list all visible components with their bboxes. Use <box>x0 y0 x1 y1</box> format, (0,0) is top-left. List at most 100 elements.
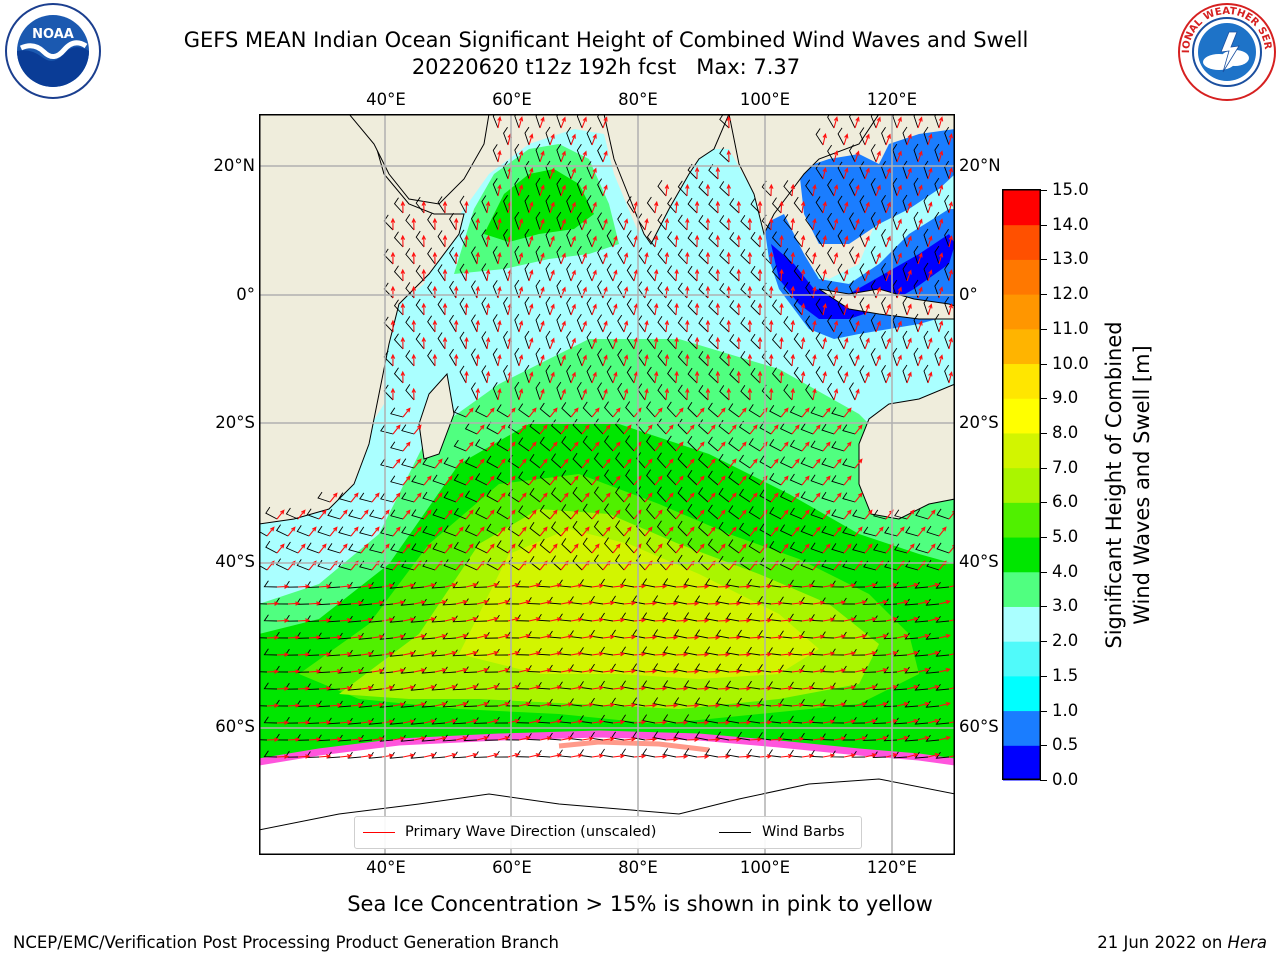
wave-direction-arrow <box>801 543 810 554</box>
wave-direction-arrow <box>623 492 632 503</box>
wave-direction-arrow <box>560 184 566 197</box>
wave-direction-arrow <box>728 737 742 742</box>
wave-direction-arrow <box>528 685 541 690</box>
wave-direction-arrow <box>442 268 448 282</box>
wind-barb <box>934 177 940 197</box>
wave-direction-arrow <box>297 686 311 691</box>
wave-direction-arrow <box>685 285 690 299</box>
wave-direction-arrow <box>822 509 831 520</box>
wind-barb <box>892 347 898 367</box>
wave-direction-arrow <box>623 458 632 469</box>
wave-direction-arrow <box>444 509 453 520</box>
wave-direction-arrow <box>875 526 884 537</box>
wave-direction-arrow <box>411 217 417 231</box>
wave-direction-arrow <box>497 115 502 129</box>
wave-direction-arrow <box>581 492 590 503</box>
wave-direction-arrow <box>350 526 359 537</box>
wind-barb <box>626 230 635 248</box>
colorbar-label-line2: Wind Waves and Swell [m] <box>1130 345 1154 625</box>
wave-direction-arrow <box>917 735 930 741</box>
wind-barb <box>789 541 803 554</box>
wave-direction-arrow <box>390 251 396 265</box>
wind-barb <box>400 598 415 606</box>
wind-barb <box>260 671 268 673</box>
wave-direction-arrow <box>570 543 579 554</box>
wave-direction-arrow <box>612 617 626 623</box>
wave-direction-arrow <box>705 353 711 367</box>
wave-direction-arrow <box>413 634 426 639</box>
wind-barb <box>842 424 856 435</box>
wave-direction-arrow <box>801 753 815 759</box>
wave-direction-arrow <box>948 585 954 588</box>
wave-direction-arrow <box>843 371 849 384</box>
wave-direction-arrow <box>833 458 842 469</box>
wind-barb <box>883 598 898 606</box>
wind-barb <box>759 421 772 435</box>
wave-direction-arrow <box>442 336 448 350</box>
wave-direction-arrow <box>948 269 953 282</box>
wave-direction-arrow <box>833 252 839 265</box>
wave-direction-arrow <box>757 268 763 282</box>
wave-direction-arrow <box>801 719 815 725</box>
wind-barb <box>572 418 583 435</box>
wind-barb <box>905 526 919 537</box>
wind-barb <box>902 330 908 350</box>
wind-barb <box>662 680 677 690</box>
wind-barb <box>704 748 719 758</box>
wind-barb <box>572 554 583 571</box>
wave-direction-arrow <box>400 268 406 282</box>
wind-barb <box>442 666 457 674</box>
wave-direction-arrow <box>602 458 611 469</box>
wind-barb <box>422 491 436 503</box>
wave-direction-arrow <box>917 218 923 231</box>
wave-direction-arrow <box>715 200 721 214</box>
wave-direction-arrow <box>833 116 839 129</box>
wind-barb <box>265 506 278 520</box>
wind-barb <box>718 453 730 469</box>
wind-barb <box>881 296 887 316</box>
wave-direction-arrow <box>591 719 605 725</box>
wind-barb <box>687 436 698 452</box>
wave-direction-arrow <box>917 599 930 605</box>
wind-barb <box>285 507 299 520</box>
wind-barb <box>748 472 761 486</box>
wave-direction-arrow <box>464 370 469 384</box>
wave-direction-arrow <box>539 458 548 469</box>
wind-barb <box>873 509 887 520</box>
wind-barb <box>783 350 793 367</box>
wave-direction-arrow <box>780 753 794 759</box>
wave-direction-arrow <box>675 509 684 520</box>
wind-barb <box>556 177 562 197</box>
nws-logo: NATIONAL WEATHER SERVICE <box>1177 2 1276 101</box>
wind-barb <box>934 313 940 333</box>
wind-barb <box>827 246 835 265</box>
wind-barb <box>492 348 499 367</box>
wind-barb <box>827 382 835 401</box>
wave-direction-arrow <box>653 336 659 350</box>
wave-direction-arrow <box>875 668 888 673</box>
wind-barb <box>514 381 520 401</box>
wave-direction-arrow <box>612 651 626 657</box>
wave-direction-arrow <box>790 319 796 333</box>
wind-barb <box>667 197 677 214</box>
wave-direction-arrow <box>549 583 563 588</box>
wind-barb <box>358 666 373 674</box>
wind-barb <box>870 144 877 163</box>
wind-barb <box>657 214 667 231</box>
wave-direction-arrow <box>392 526 401 537</box>
wave-direction-arrow <box>455 599 468 605</box>
wind-barb <box>492 212 499 231</box>
wave-direction-arrow <box>749 635 763 640</box>
wind-barb <box>738 522 751 537</box>
wave-direction-arrow <box>308 737 322 742</box>
wave-direction-arrow <box>664 217 670 231</box>
wave-direction-arrow <box>686 737 700 742</box>
colorbar-tick-label: 7.0 <box>1052 457 1079 477</box>
wind-barb <box>545 194 551 214</box>
wave-direction-arrow <box>432 251 438 265</box>
wave-direction-arrow <box>843 617 857 622</box>
wave-direction-arrow <box>822 407 831 418</box>
wave-direction-arrow <box>833 424 842 435</box>
wind-barb <box>369 543 383 554</box>
wind-barb <box>934 245 940 265</box>
